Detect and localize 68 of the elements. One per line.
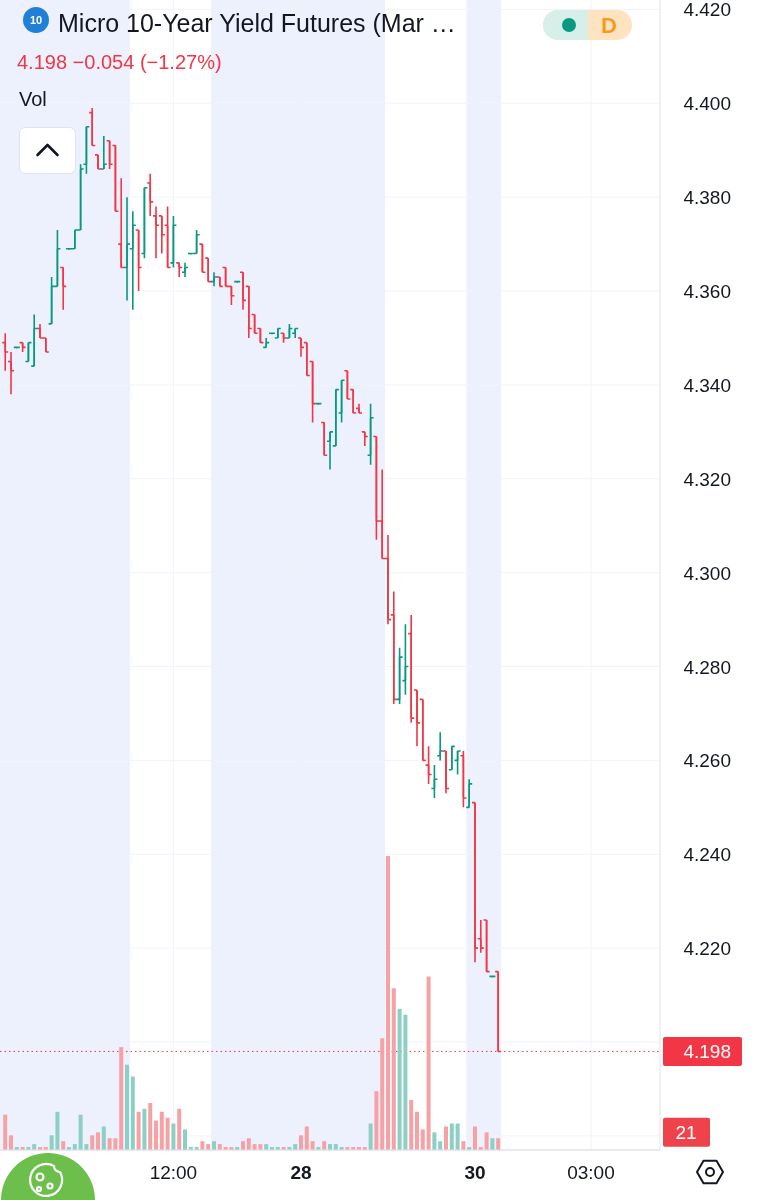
y-tick-label: 4.280: [683, 656, 731, 678]
bar: [368, 1123, 373, 1150]
y-tick-label: 4.260: [683, 750, 731, 772]
bar: [432, 1132, 437, 1150]
x-tick-label: 12:00: [149, 1162, 198, 1183]
bar: [391, 988, 396, 1150]
bar: [171, 1123, 176, 1150]
bar: [310, 1141, 315, 1150]
annotation: 10: [29, 14, 43, 26]
bar: [241, 1141, 246, 1150]
y-tick-label: 4.340: [683, 374, 731, 396]
bar: [200, 1141, 205, 1150]
x-tick-label: 03:00: [567, 1162, 615, 1183]
chart-title: Micro 10-Year Yield Futures (Mar …: [58, 9, 456, 37]
bar: [9, 1135, 14, 1150]
bar: [455, 1123, 460, 1150]
bar: [374, 1091, 379, 1150]
y-tick-label: 4.300: [683, 562, 731, 584]
text: 4.198 −0.054 (−1.27%): [17, 51, 222, 73]
bar: [449, 1123, 454, 1150]
chart-title: Vol: [19, 88, 47, 110]
bar: [380, 1038, 385, 1150]
bar: [3, 1114, 8, 1150]
bar: [130, 1076, 135, 1150]
bar: [496, 1138, 501, 1150]
bar: [154, 1120, 159, 1150]
y-tick-label: 4.320: [683, 468, 731, 490]
annotation: D: [601, 13, 617, 38]
y-tick-label: 4.400: [683, 93, 731, 115]
bar: [142, 1108, 147, 1150]
x-tick-label: 30: [464, 1162, 486, 1183]
bar: [304, 1126, 309, 1150]
bar: [125, 1064, 130, 1150]
ref-line-label: 4.198: [683, 1041, 731, 1063]
bar: [136, 1111, 141, 1150]
bar: [409, 1100, 414, 1150]
bar: [165, 1117, 170, 1150]
bar: [420, 1129, 425, 1150]
bar: [177, 1108, 182, 1150]
bar: [322, 1141, 327, 1150]
y-tick-label: 4.240: [683, 844, 731, 866]
bar: [119, 1047, 124, 1150]
y-tick-label: 4.380: [683, 187, 731, 209]
text: 21: [675, 1122, 697, 1144]
y-tick-label: 4.420: [683, 0, 731, 21]
bar: [472, 1126, 477, 1150]
bar: [438, 1141, 443, 1150]
bar: [246, 1138, 251, 1150]
bar: [101, 1126, 106, 1150]
bar: [159, 1111, 164, 1150]
bar: [490, 1138, 495, 1150]
bar: [61, 1141, 66, 1150]
bar: [148, 1102, 153, 1150]
bar: [461, 1141, 466, 1150]
x-tick-label: 28: [290, 1162, 312, 1183]
bar: [96, 1132, 101, 1150]
y-tick-label: 4.360: [683, 281, 731, 303]
bar: [415, 1111, 419, 1150]
bar: [443, 1126, 448, 1150]
bar: [426, 976, 431, 1150]
candlestick: [97, 154, 99, 170]
bar: [386, 856, 390, 1150]
bar: [212, 1141, 217, 1150]
bar: [299, 1135, 303, 1150]
y-tick-label: 4.220: [683, 938, 731, 960]
bar: [183, 1129, 188, 1150]
bar: [484, 1132, 489, 1150]
bar: [90, 1135, 95, 1150]
